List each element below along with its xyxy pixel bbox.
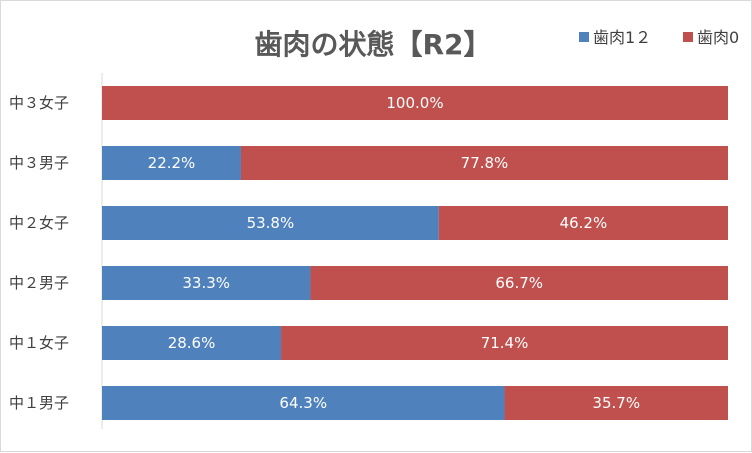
- category-label-1: 中３男子: [9, 154, 69, 172]
- category-label-5: 中１男子: [9, 394, 69, 412]
- bar-3-0: [102, 266, 311, 300]
- legend-label-0: 歯肉1２: [593, 28, 651, 47]
- data-label-4-1: 71.4%: [481, 334, 529, 352]
- category-label-4: 中１女子: [9, 334, 69, 352]
- legend-swatch-0: [579, 32, 589, 42]
- data-label-3-1: 66.7%: [495, 274, 543, 292]
- chart-title: 歯肉の状態【R2】: [254, 28, 491, 61]
- bar-5-1: [504, 386, 728, 420]
- data-label-5-0: 64.3%: [279, 394, 327, 412]
- legend-swatch-1: [683, 32, 693, 42]
- bar-0-1: [102, 86, 728, 120]
- data-label-1-1: 77.8%: [461, 154, 509, 172]
- category-label-0: 中３女子: [9, 94, 69, 112]
- category-label-3: 中２男子: [9, 274, 69, 292]
- bars-group: 0.0%100.0%22.2%77.8%53.8%46.2%33.3%66.7%…: [83, 86, 729, 420]
- bar-4-1: [281, 326, 728, 360]
- bar-5-0: [102, 386, 505, 420]
- data-label-2-0: 53.8%: [247, 214, 295, 232]
- data-label-1-0: 22.2%: [148, 154, 196, 172]
- legend-label-1: 歯肉0: [697, 28, 739, 47]
- data-label-5-1: 35.7%: [592, 394, 640, 412]
- category-label-2: 中２女子: [9, 214, 69, 232]
- bar-3-1: [310, 266, 728, 300]
- bar-1-0: [102, 146, 241, 180]
- bar-4-0: [102, 326, 282, 360]
- data-label-2-1: 46.2%: [560, 214, 608, 232]
- data-label-4-0: 28.6%: [168, 334, 216, 352]
- data-label-3-0: 33.3%: [182, 274, 230, 292]
- data-label-0-1: 100.0%: [386, 94, 443, 112]
- legend: 歯肉1２ 歯肉0: [579, 28, 739, 47]
- bar-2-0: [102, 206, 439, 240]
- bar-2-1: [438, 206, 728, 240]
- bar-1-1: [240, 146, 729, 180]
